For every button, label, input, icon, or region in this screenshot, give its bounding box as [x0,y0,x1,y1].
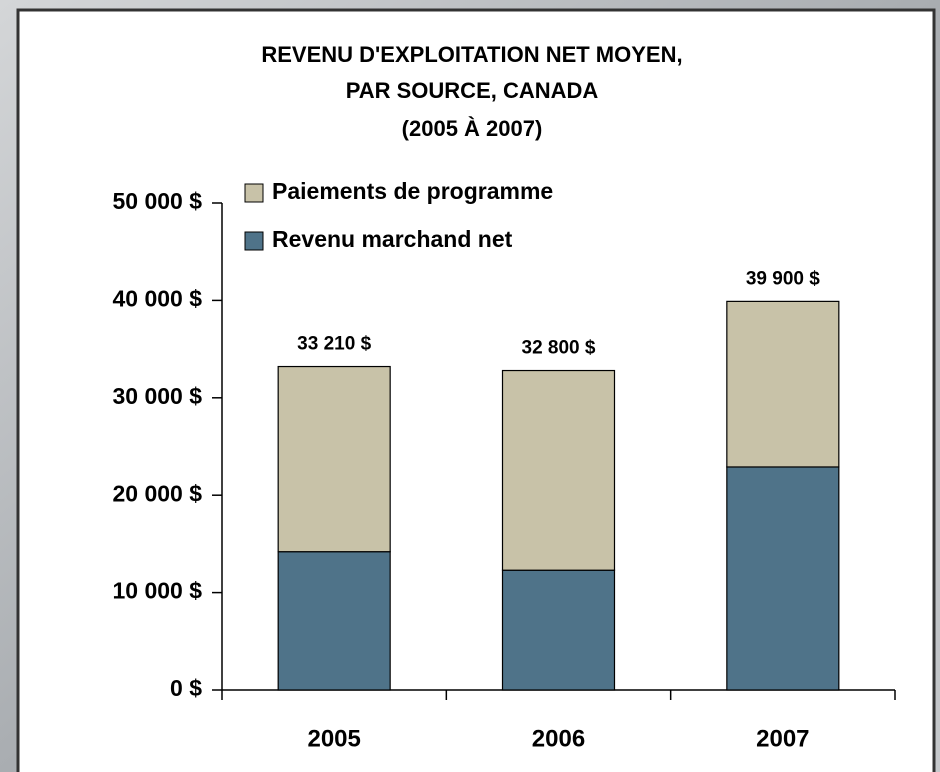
total-label: 32 800 $ [522,338,596,359]
legend-label: Paiements de programme [272,178,553,204]
legend-swatch [244,183,264,203]
y-tick-label: 20 000 $ [112,480,202,506]
bar-segment [501,569,616,691]
x-tick-label: 2006 [532,725,585,752]
x-tick-label: 2007 [756,725,809,752]
y-tick-label: 50 000 $ [112,188,202,214]
bar-segment [501,369,616,571]
total-label: 33 210 $ [297,334,371,355]
chart-title: PAR SOURCE, CANADA [346,78,599,103]
bar-segment [726,300,840,468]
y-tick-label: 30 000 $ [112,383,202,409]
legend-label: Revenu marchand net [272,226,513,252]
y-tick-label: 0 $ [170,675,202,701]
chart-title: (2005 À 2007) [402,116,543,141]
bar-segment [277,551,391,691]
y-tick-label: 40 000 $ [112,285,202,311]
legend-swatch [244,231,264,251]
y-tick-label: 10 000 $ [112,578,202,604]
bar-segment [277,365,391,553]
x-tick-label: 2005 [307,725,360,752]
chart-title: REVENU D'EXPLOITATION NET MOYEN, [261,42,682,67]
total-label: 39 900 $ [746,268,820,289]
bar-segment [726,466,840,691]
